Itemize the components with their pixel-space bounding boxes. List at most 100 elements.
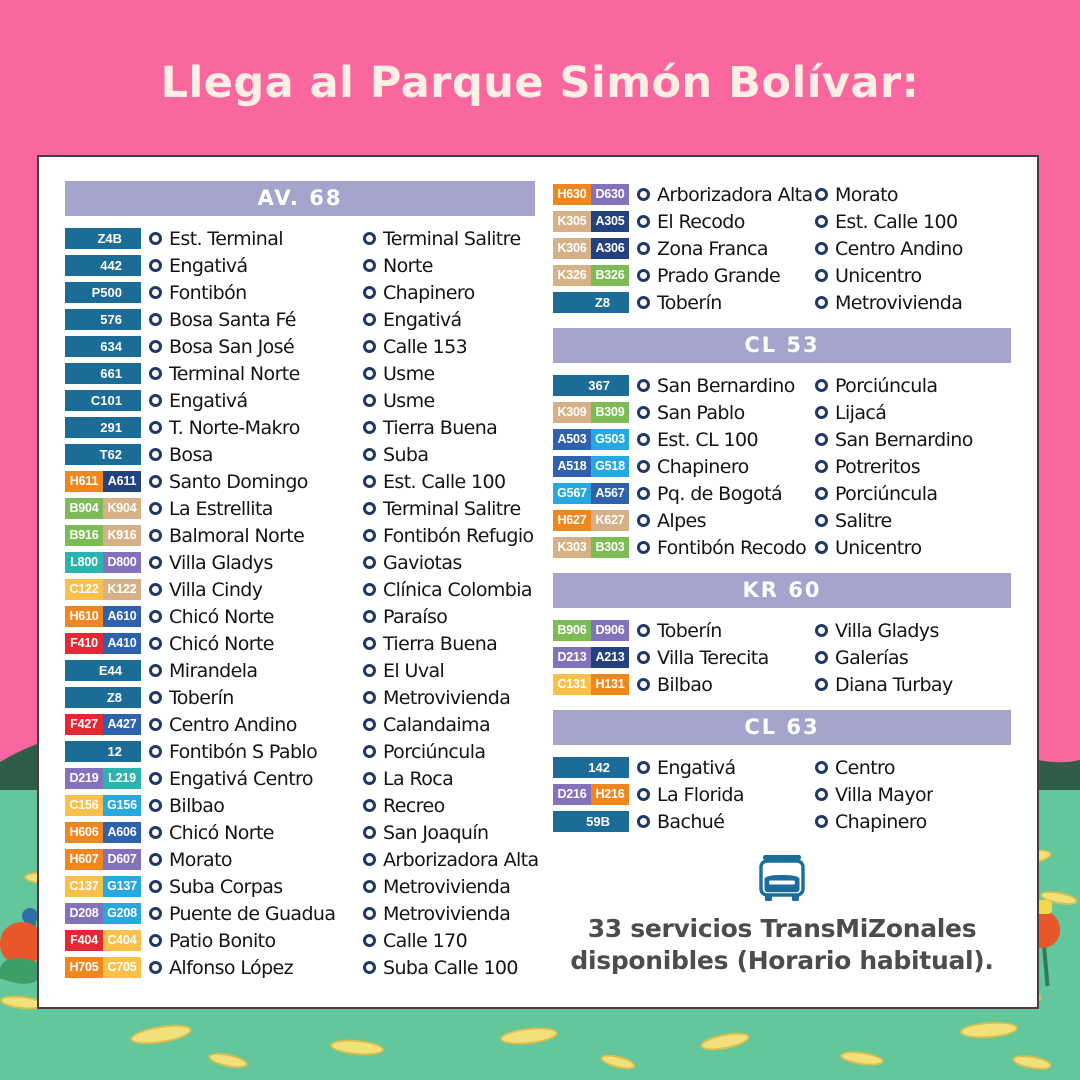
route-row[interactable]: C101 Engativá Usme <box>65 387 535 414</box>
destination-label: Chicó Norte <box>169 821 274 844</box>
route-destinations: Morato Arborizadora Alta <box>149 849 539 871</box>
route-row[interactable]: E44 Mirandela El Uval <box>65 657 535 684</box>
route-badge: Z8 <box>65 687 141 708</box>
route-row[interactable]: H610 A610 Chicó Norte Paraíso <box>65 603 535 630</box>
flower-bud <box>22 908 38 924</box>
route-row[interactable]: 12 Fontibón S Pablo Porciúncula <box>65 738 535 765</box>
route-row[interactable]: Z8 Toberín Metrovivienda <box>65 684 535 711</box>
route-row[interactable]: H607 D607 Morato Arborizadora Alta <box>65 846 539 873</box>
stop-ring-icon <box>363 556 376 569</box>
route-row[interactable]: H627 K627 Alpes Salitre <box>553 507 1011 534</box>
route-row[interactable]: D208 G208 Puente de Guadua Metrovivienda <box>65 900 535 927</box>
route-row[interactable]: G567 A567 Pq. de Bogotá Porciúncula <box>553 480 1011 507</box>
route-code: D208 <box>65 903 103 924</box>
route-row[interactable]: 142 Engativá Centro <box>553 754 1011 781</box>
route-row[interactable]: 442 Engativá Norte <box>65 252 535 279</box>
destination-label: Villa Gladys <box>835 619 939 642</box>
route-destinations: Toberín Metrovivienda <box>637 292 1011 314</box>
route-destinations: Puente de Guadua Metrovivienda <box>149 903 535 925</box>
destination-label: Unicentro <box>835 264 922 287</box>
route-destinations: Zona Franca Centro Andino <box>637 238 1011 260</box>
route-row[interactable]: K326 B326 Prado Grande Unicentro <box>553 262 1011 289</box>
stop-ring-icon <box>815 296 828 309</box>
destination-primary: Villa Cindy <box>149 579 363 601</box>
destination-secondary: Engativá <box>363 309 535 331</box>
destination-label: Paraíso <box>383 605 448 628</box>
route-row[interactable]: C122 K122 Villa Cindy Clínica Colombia <box>65 576 535 603</box>
route-destinations: La Florida Villa Mayor <box>637 784 1011 806</box>
stop-ring-icon <box>363 772 376 785</box>
route-row[interactable]: 576 Bosa Santa Fé Engativá <box>65 306 535 333</box>
destination-label: Morato <box>835 183 898 206</box>
route-row[interactable]: Z8 Toberín Metrovivienda <box>553 289 1011 316</box>
destination-secondary: Clínica Colombia <box>363 579 535 601</box>
stop-ring-icon <box>149 502 162 515</box>
route-row[interactable]: K303 B303 Fontibón Recodo Unicentro <box>553 534 1011 561</box>
route-row[interactable]: H611 A611 Santo Domingo Est. Calle 100 <box>65 468 535 495</box>
route-row[interactable]: K309 B309 San Pablo Lijacá <box>553 399 1011 426</box>
route-row[interactable]: F410 A410 Chicó Norte Tierra Buena <box>65 630 535 657</box>
route-destinations: Alfonso López Suba Calle 100 <box>149 957 535 979</box>
route-row[interactable]: 661 Terminal Norte Usme <box>65 360 535 387</box>
route-row[interactable]: C156 G156 Bilbao Recreo <box>65 792 535 819</box>
destination-primary: Engativá <box>149 255 363 277</box>
route-row[interactable]: K305 A305 El Recodo Est. Calle 100 <box>553 208 1011 235</box>
route-row[interactable]: F427 A427 Centro Andino Calandaima <box>65 711 535 738</box>
route-row[interactable]: K306 A306 Zona Franca Centro Andino <box>553 235 1011 262</box>
route-badge: 634 <box>65 336 141 357</box>
route-row[interactable]: 367 San Bernardino Porciúncula <box>553 372 1011 399</box>
route-row[interactable]: L800 D800 Villa Gladys Gaviotas <box>65 549 535 576</box>
destination-label: Est. Terminal <box>169 227 283 250</box>
destination-primary: Arborizadora Alta <box>637 184 815 206</box>
route-row[interactable]: D216 H216 La Florida Villa Mayor <box>553 781 1011 808</box>
route-destinations: Est. Terminal Terminal Salitre <box>149 228 535 250</box>
stop-ring-icon <box>815 761 828 774</box>
route-row[interactable]: F404 C404 Patio Bonito Calle 170 <box>65 927 535 954</box>
route-row[interactable]: T62 Bosa Suba <box>65 441 535 468</box>
destination-secondary: Unicentro <box>815 265 1011 287</box>
route-destinations: Fontibón S Pablo Porciúncula <box>149 741 535 763</box>
route-row[interactable]: 291 T. Norte-Makro Tierra Buena <box>65 414 535 441</box>
route-row[interactable]: C131 H131 Bilbao Diana Turbay <box>553 671 1011 698</box>
route-badge: D208 G208 <box>65 903 141 924</box>
route-row[interactable]: H705 C705 Alfonso López Suba Calle 100 <box>65 954 535 981</box>
route-row[interactable]: P500 Fontibón Chapinero <box>65 279 535 306</box>
destination-label: Mirandela <box>169 659 258 682</box>
route-destinations: Villa Gladys Gaviotas <box>149 552 535 574</box>
route-row[interactable]: A518 G518 Chapinero Potreritos <box>553 453 1011 480</box>
destination-secondary: Lijacá <box>815 402 1011 424</box>
destination-label: Zona Franca <box>657 237 768 260</box>
route-row[interactable]: 59B Bachué Chapinero <box>553 808 1011 835</box>
destination-label: Centro Andino <box>169 713 297 736</box>
route-badge: A518 G518 <box>553 456 629 477</box>
destination-secondary: Diana Turbay <box>815 674 1011 696</box>
route-row[interactable]: H606 A606 Chicó Norte San Joaquín <box>65 819 535 846</box>
destination-secondary: Centro Andino <box>815 238 1011 260</box>
destination-primary: Santo Domingo <box>149 471 363 493</box>
destination-secondary: Est. Calle 100 <box>815 211 1011 233</box>
route-code: H607 <box>65 849 103 870</box>
route-row[interactable]: D213 A213 Villa Terecita Galerías <box>553 644 1011 671</box>
route-row[interactable]: C137 G137 Suba Corpas Metrovivienda <box>65 873 535 900</box>
stop-ring-icon <box>149 313 162 326</box>
destination-primary: Fontibón Recodo <box>637 537 815 559</box>
destination-label: Engativá <box>657 756 736 779</box>
destination-secondary: Calle 153 <box>363 336 535 358</box>
route-badge: F427 A427 <box>65 714 141 735</box>
route-row[interactable]: B904 K904 La Estrellita Terminal Salitre <box>65 495 535 522</box>
route-badge: 576 <box>65 309 141 330</box>
destination-label: Bilbao <box>169 794 225 817</box>
destination-secondary: Chapinero <box>363 282 535 304</box>
route-row[interactable]: A503 G503 Est. CL 100 San Bernardino <box>553 426 1011 453</box>
route-row[interactable]: B916 K916 Balmoral Norte Fontibón Refugio <box>65 522 535 549</box>
route-row[interactable]: Z4B Est. Terminal Terminal Salitre <box>65 225 535 252</box>
route-row[interactable]: B906 D906 Toberín Villa Gladys <box>553 617 1011 644</box>
route-row[interactable]: D219 L219 Engativá Centro La Roca <box>65 765 535 792</box>
destination-secondary: Villa Gladys <box>815 620 1011 642</box>
route-row[interactable]: H630 D630 Arborizadora Alta Morato <box>553 181 1011 208</box>
stop-ring-icon <box>815 242 828 255</box>
stop-ring-icon <box>637 406 650 419</box>
route-row[interactable]: 634 Bosa San José Calle 153 <box>65 333 535 360</box>
destination-primary: Patio Bonito <box>149 930 363 952</box>
destination-secondary: Villa Mayor <box>815 784 1011 806</box>
